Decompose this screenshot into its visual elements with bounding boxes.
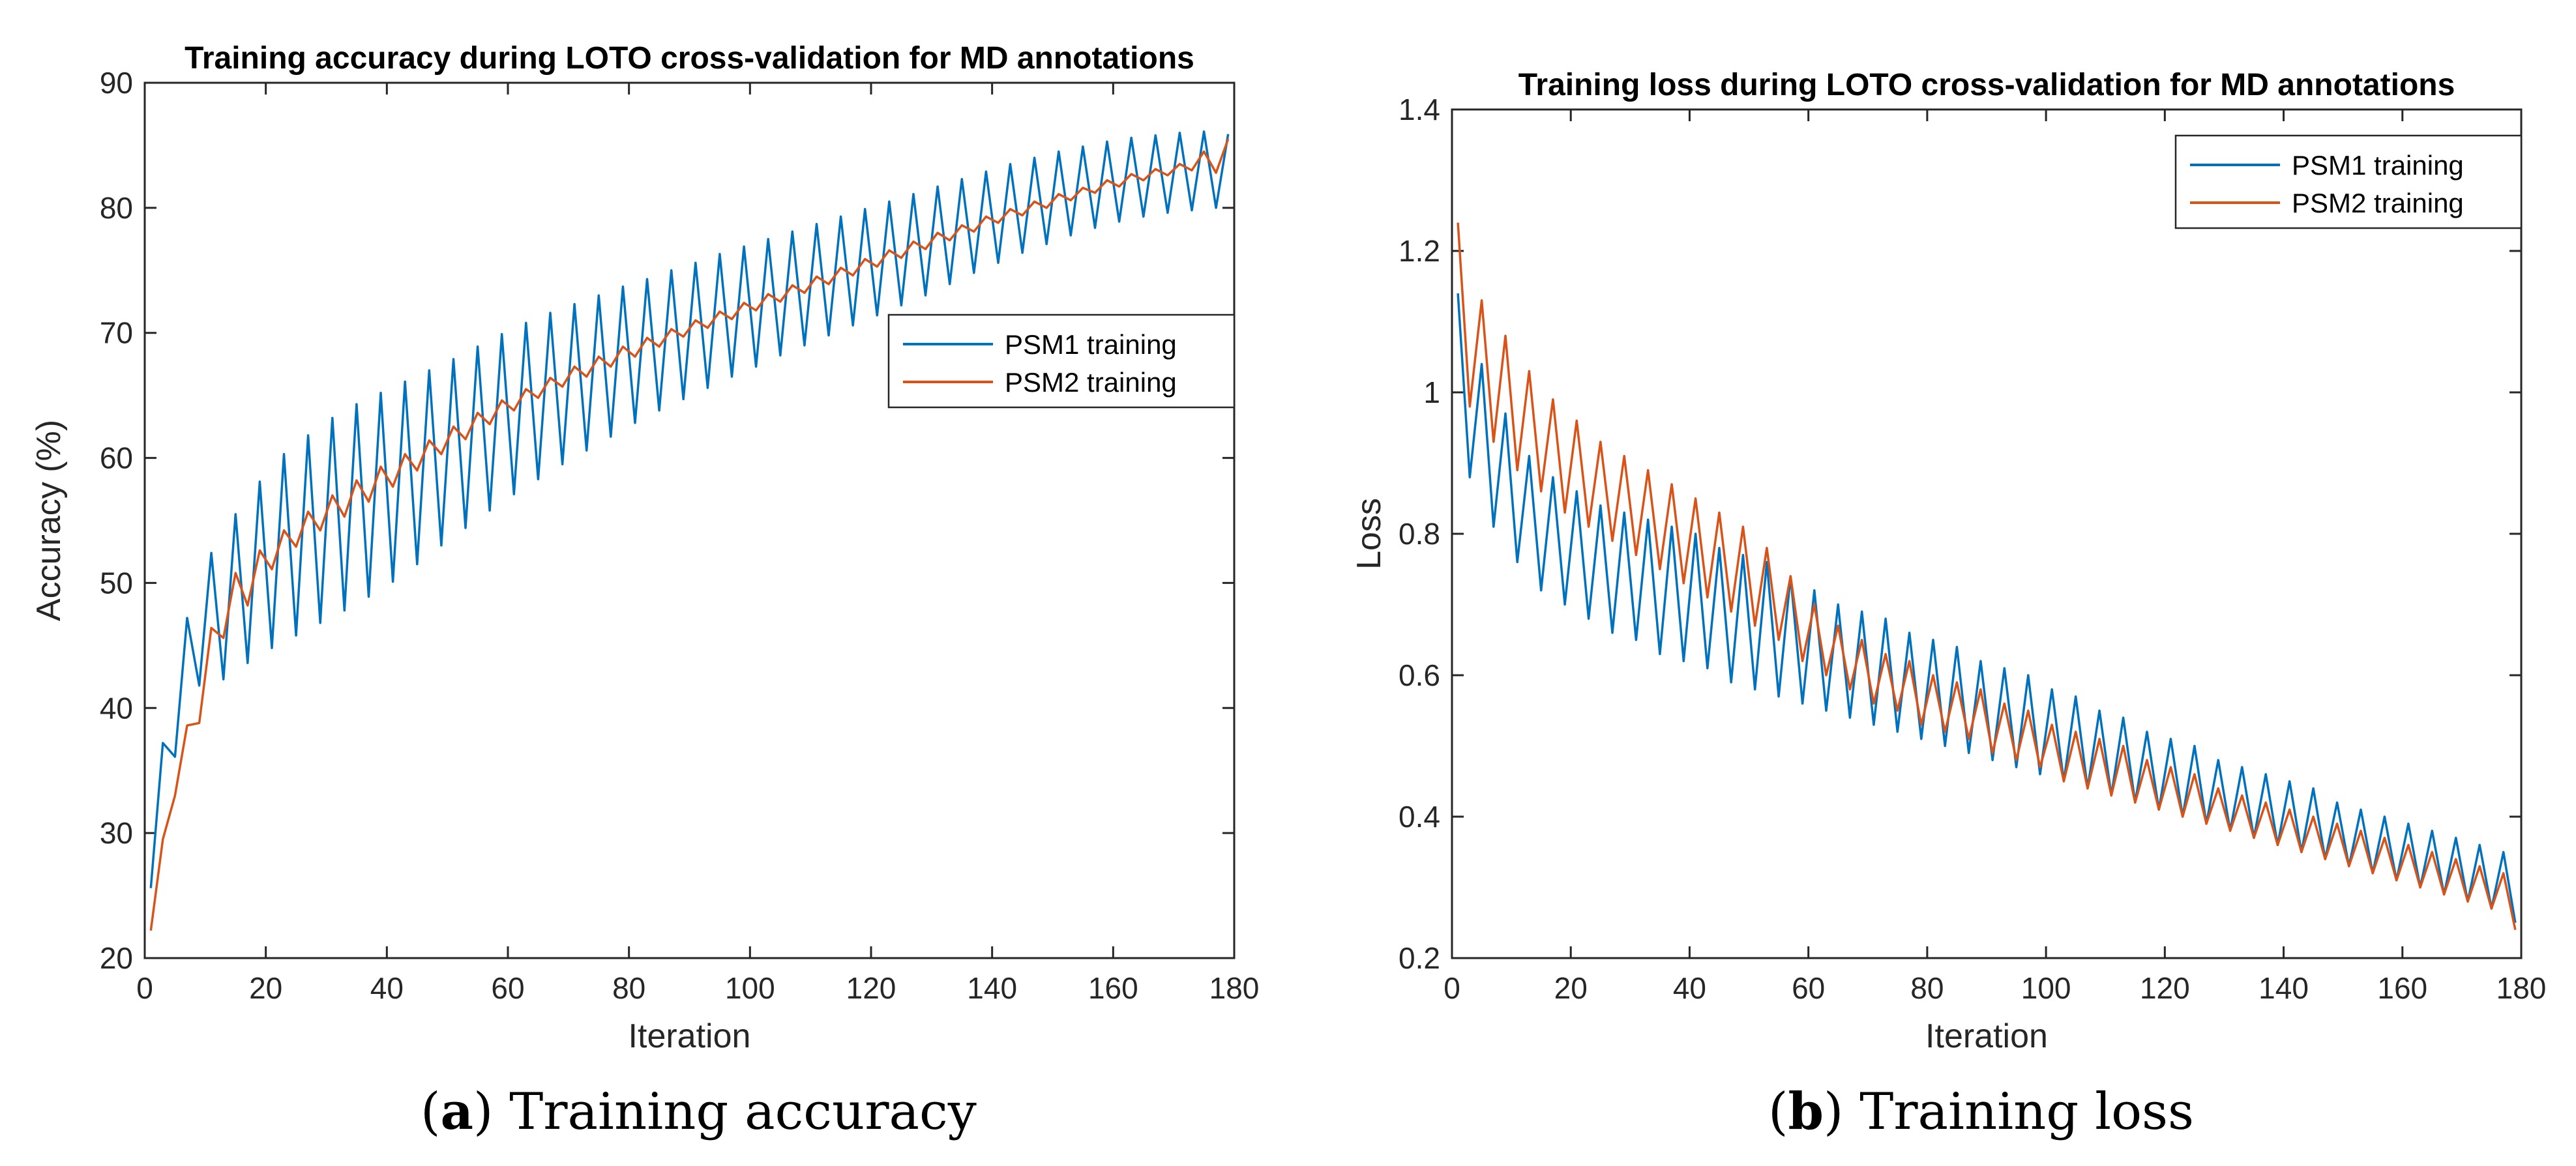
loss-ytick-label: 0.8 bbox=[1399, 517, 1440, 551]
acc-ytick-label: 90 bbox=[100, 66, 133, 100]
loss-series-1-line bbox=[1457, 293, 2517, 924]
loss-xtick-label: 140 bbox=[2258, 971, 2309, 1005]
acc-xtick-label: 80 bbox=[612, 971, 645, 1005]
acc-ytick-label: 80 bbox=[100, 191, 133, 225]
loss-xtick-label: 20 bbox=[1554, 971, 1588, 1005]
loss-ytick-label: 0.4 bbox=[1399, 800, 1440, 834]
loss-chart: 0 20 40 60 80 100 120 140 160 180 0.2 0.4 0.6 0.8 1 1.2… bbox=[1350, 68, 2546, 1055]
loss-series-2-line bbox=[1457, 222, 2517, 930]
loss-xtick-label: 160 bbox=[2377, 971, 2427, 1005]
acc-series-1-line bbox=[149, 130, 1230, 888]
loss-xtick-label: 120 bbox=[2140, 971, 2190, 1005]
loss-legend: PSM1 training PSM2 training bbox=[2174, 134, 2523, 229]
loss-plot-area bbox=[1451, 108, 2523, 959]
loss-chart-title: Training loss during LOTO cross-validati… bbox=[1518, 68, 2455, 102]
loss-ytick-label: 1.4 bbox=[1399, 93, 1440, 126]
loss-legend-box bbox=[2174, 134, 2523, 229]
acc-ytick-label: 70 bbox=[100, 316, 133, 350]
loss-x-axis-label: Iteration bbox=[1925, 1017, 2048, 1055]
loss-ytick-label: 1 bbox=[1423, 375, 1440, 409]
acc-ytick-label: 30 bbox=[100, 816, 133, 850]
acc-xtick-label: 0 bbox=[136, 971, 153, 1005]
acc-ytick-label: 50 bbox=[100, 566, 133, 600]
acc-chart: 0 20 40 60 80 100 120 140 160 1802030405060708090… bbox=[30, 41, 1259, 1055]
caption-b-text: Training loss bbox=[1859, 1083, 2195, 1141]
acc-legend: PSM1 training PSM2 training bbox=[887, 313, 1236, 409]
caption-a-letter: a bbox=[440, 1082, 473, 1141]
loss-xtick-label: 60 bbox=[1792, 971, 1825, 1005]
acc-xtick-label: 20 bbox=[249, 971, 282, 1005]
acc-xtick-label: 40 bbox=[370, 971, 404, 1005]
caption-b: (b) Training loss bbox=[1768, 1082, 2195, 1141]
loss-xtick-label: 180 bbox=[2496, 971, 2547, 1005]
acc-legend-label-1: PSM1 training bbox=[1005, 329, 1177, 360]
acc-xtick-label: 140 bbox=[967, 971, 1017, 1005]
acc-plot-area bbox=[143, 81, 1236, 959]
acc-x-axis-label: Iteration bbox=[629, 1017, 751, 1055]
loss-xtick-label: 40 bbox=[1673, 971, 1706, 1005]
acc-xtick-label: 180 bbox=[1209, 971, 1260, 1005]
acc-legend-box bbox=[887, 313, 1236, 409]
acc-ytick-label: 20 bbox=[100, 941, 133, 975]
acc-ytick-label: 40 bbox=[100, 691, 133, 725]
loss-xtick-label: 0 bbox=[1443, 971, 1460, 1005]
loss-ytick-label: 1.2 bbox=[1399, 234, 1440, 268]
caption-a-text: Training accuracy bbox=[509, 1083, 977, 1141]
acc-y-axis-label: Accuracy (%) bbox=[30, 420, 68, 621]
loss-xtick-label: 80 bbox=[1910, 971, 1944, 1005]
loss-ytick-label: 0.6 bbox=[1399, 658, 1440, 692]
acc-chart-title: Training accuracy during LOTO cross-vali… bbox=[185, 41, 1194, 76]
loss-legend-label-2: PSM2 training bbox=[2292, 188, 2464, 218]
acc-legend-label-2: PSM2 training bbox=[1005, 367, 1177, 398]
loss-legend-label-1: PSM1 training bbox=[2292, 150, 2464, 181]
acc-xtick-label: 100 bbox=[725, 971, 775, 1005]
acc-xtick-label: 120 bbox=[846, 971, 896, 1005]
acc-series-2-line bbox=[149, 138, 1230, 931]
acc-xtick-label: 160 bbox=[1088, 971, 1138, 1005]
loss-ytick-label: 0.2 bbox=[1399, 941, 1440, 975]
acc-ytick-label: 60 bbox=[100, 441, 133, 475]
acc-xtick-label: 60 bbox=[491, 971, 524, 1005]
caption-b-letter: b bbox=[1788, 1082, 1824, 1141]
loss-y-axis-label: Loss bbox=[1350, 498, 1388, 570]
loss-xtick-label: 100 bbox=[2021, 971, 2071, 1005]
caption-a: (a) Training accuracy bbox=[421, 1082, 977, 1141]
